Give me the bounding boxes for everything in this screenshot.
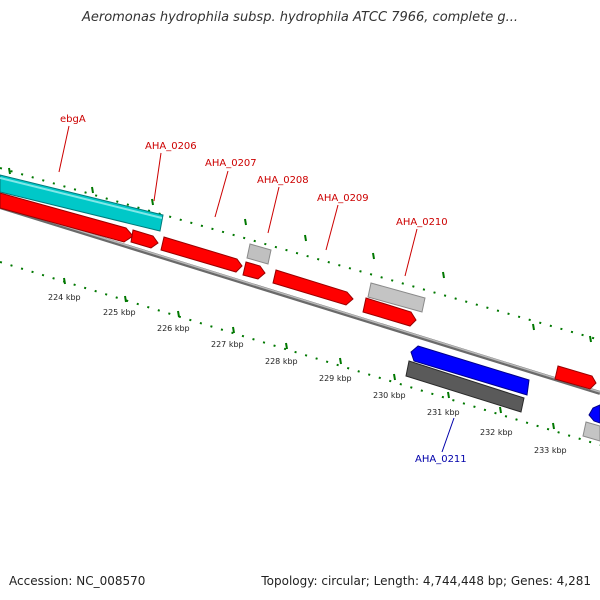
major-tick [285,342,288,350]
major-tick [244,218,247,226]
tick-label: 227 kbp [211,340,244,349]
gene-label-AHA_0206[interactable]: AHA_0206 [145,141,197,152]
feature-other-AHA_0211[interactable] [405,360,525,413]
gene-labels: ebgA AHA_0206 AHA_0207 AHA_0208 AHA_0209… [60,114,467,465]
feature-cds-AHA_0207-a[interactable] [160,236,243,273]
feature-cds-AHA_0211[interactable] [410,345,530,396]
feature-cds-AHA_0206[interactable] [130,229,159,249]
major-tick [151,198,154,206]
feature-other-AHA_0210[interactable] [367,282,426,313]
features [0,174,600,442]
feature-cds-edge[interactable] [588,404,600,424]
feature-cds-AHA_0210[interactable] [362,297,417,327]
major-tick [532,323,535,331]
tick-label: 230 kbp [373,391,406,400]
tick-label: 229 kbp [319,374,352,383]
backbone [0,205,600,395]
tick-labels: 224 kbp 225 kbp 226 kbp 227 kbp 228 kbp … [48,293,567,455]
major-tick [304,234,307,242]
tick-label: 233 kbp [534,446,567,455]
gene-label-AHA_0208[interactable]: AHA_0208 [257,175,309,186]
tick-label: 225 kbp [103,308,136,317]
gene-label-AHA_0209[interactable]: AHA_0209 [317,193,369,204]
gene-label-AHA_0211[interactable]: AHA_0211 [415,454,467,465]
gene-label-AHA_0210[interactable]: AHA_0210 [396,217,448,228]
feature-cds-next[interactable] [554,365,597,390]
major-tick [177,310,180,318]
major-tick [339,357,342,365]
major-tick [63,277,66,285]
major-tick [393,373,396,381]
tick-label: 232 kbp [480,428,513,437]
major-tick [124,295,127,303]
accession-text: Accession: NC_008570 [9,574,146,588]
major-tick [552,422,555,430]
major-tick [442,271,445,279]
feature-cds-ebgA[interactable] [0,192,134,243]
major-tick [91,186,94,194]
genome-summary-text: Topology: circular; Length: 4,744,448 bp… [261,574,591,588]
major-tick [232,326,235,334]
gene-label-AHA_0207[interactable]: AHA_0207 [205,158,257,169]
major-tick [8,167,11,175]
map-title: Aeromonas hydrophila subsp. hydrophila A… [81,10,519,25]
feature-other-AHA_0208[interactable] [246,243,272,265]
gene-label-ebgA[interactable]: ebgA [60,114,86,125]
tick-label: 226 kbp [157,324,190,333]
feature-cds-AHA_0207-b[interactable] [242,261,266,280]
outer-major-ticks [8,167,592,343]
feature-other-edge[interactable] [582,421,600,442]
major-tick [499,406,502,414]
label-leaders [58,125,455,453]
tick-label: 224 kbp [48,293,81,302]
feature-cds-AHA_0209[interactable] [272,269,354,306]
tick-ring-outer [0,167,600,341]
tick-label: 228 kbp [265,357,298,366]
major-tick [589,335,592,343]
tick-label: 231 kbp [427,408,460,417]
inner-major-ticks [63,277,555,430]
major-tick [447,391,450,399]
major-tick [372,252,375,260]
